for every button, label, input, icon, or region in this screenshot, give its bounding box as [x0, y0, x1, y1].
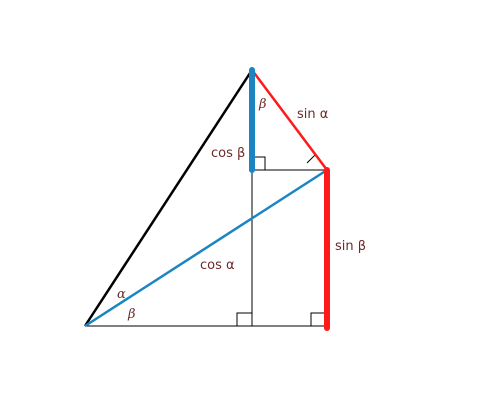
blue-diagonal-cos-alpha [84, 168, 328, 328]
black-hypotenuse-line [83, 69, 254, 327]
label-alpha-angle: α [117, 287, 126, 302]
right-angle-mark-bottom-right [310, 312, 327, 326]
red-slant-sin-alpha [251, 69, 328, 171]
label-sin-beta: sin β [335, 239, 366, 254]
label-cos-alpha: cos α [200, 258, 235, 273]
right-angle-mark-top-inner [252, 156, 266, 170]
label-cos-beta: cos β [211, 146, 245, 161]
label-beta-angle-bottom: β [127, 307, 136, 322]
label-sin-alpha: sin α [297, 107, 328, 122]
label-beta-angle-top: β [258, 97, 267, 112]
right-angle-mark-bottom-inner [236, 312, 252, 326]
